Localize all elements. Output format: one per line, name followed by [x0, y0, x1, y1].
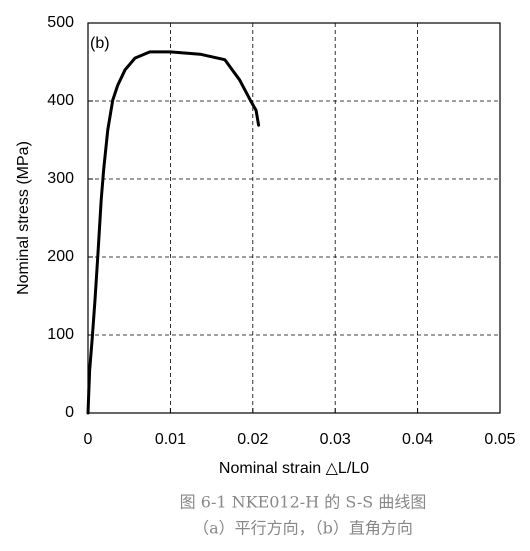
x-tick-label: 0.03: [320, 431, 351, 448]
y-tick-label: 400: [47, 92, 74, 109]
y-tick-label: 500: [47, 14, 74, 31]
x-tick-label: 0.01: [155, 431, 186, 448]
panel-label: (b): [90, 35, 110, 52]
y-tick-label: 0: [65, 404, 74, 421]
x-tick-label: 0.05: [484, 431, 515, 448]
stress-strain-curve: [86, 50, 261, 415]
x-tick-label: 0.02: [237, 431, 268, 448]
y-tick-label: 200: [47, 248, 74, 265]
plot-frame: [87, 22, 501, 414]
y-tick-label: 300: [47, 170, 74, 187]
x-axis-label: Nominal strain △L/L0: [219, 460, 369, 477]
caption: （a）平行方向，（b）直角方向: [193, 519, 413, 538]
caption: 图 6-1 NKE012-H 的 S-S 曲线图: [180, 493, 427, 512]
x-tick-label: 0.04: [402, 431, 433, 448]
y-tick-label: 100: [47, 326, 74, 343]
x-tick-label: 0: [84, 431, 93, 448]
y-axis-label: Nominal stress (MPa): [15, 141, 32, 295]
